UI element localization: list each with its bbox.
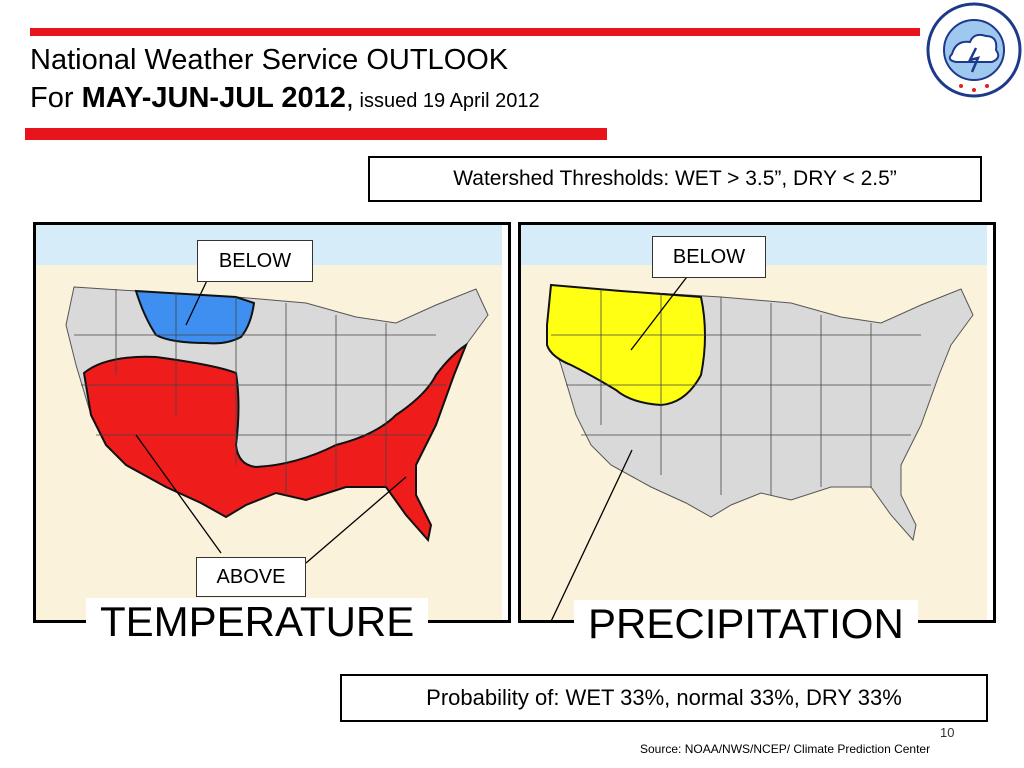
temperature-below-tag: BELOW: [197, 240, 313, 282]
page-number: 10: [940, 725, 955, 740]
page-subtitle: For MAY-JUN-JUL 2012, issued 19 April 20…: [30, 82, 540, 115]
source-credit: Source: NOAA/NWS/NCEP/ Climate Predictio…: [640, 742, 931, 756]
precipitation-label: PRECIPITATION: [574, 600, 918, 648]
temperature-above-label: ABOVE: [216, 566, 286, 588]
page-title: National Weather Service OUTLOOK: [30, 44, 509, 76]
thresholds-box: Watershed Thresholds: WET > 3.5”, DRY < …: [368, 156, 982, 202]
probability-text: Probability of: WET 33%, normal 33%, DRY…: [426, 685, 902, 710]
temperature-frame: [33, 222, 511, 623]
temperature-map: [36, 225, 502, 620]
subtitle-period: MAY-JUN-JUL 2012: [81, 82, 346, 114]
temperature-label: TEMPERATURE: [86, 598, 429, 646]
precipitation-map: [521, 225, 987, 620]
temperature-below-label: BELOW: [218, 250, 292, 272]
nws-logo-icon: [926, 2, 1022, 98]
thresholds-text: Watershed Thresholds: WET > 3.5”, DRY < …: [453, 167, 897, 190]
header-top-bar: [30, 28, 920, 36]
header-bottom-bar: [25, 128, 607, 140]
precipitation-frame: [518, 222, 996, 623]
subtitle-comma: ,: [345, 82, 354, 114]
subtitle-prefix: For: [30, 82, 82, 114]
precipitation-below-tag: BELOW: [652, 236, 766, 278]
temperature-above-tag: ABOVE: [196, 557, 306, 597]
subtitle-issued: issued 19 April 2012: [353, 90, 540, 112]
precipitation-below-label: BELOW: [672, 246, 746, 268]
probability-box: Probability of: WET 33%, normal 33%, DRY…: [340, 674, 988, 722]
